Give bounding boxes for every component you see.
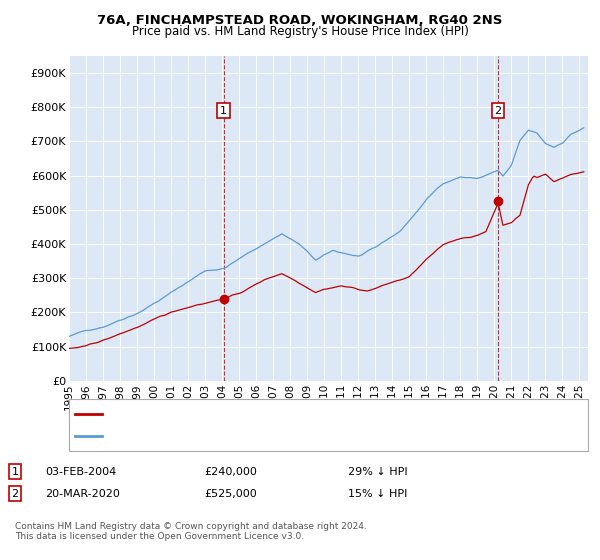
- Text: Price paid vs. HM Land Registry's House Price Index (HPI): Price paid vs. HM Land Registry's House …: [131, 25, 469, 38]
- Text: 20-MAR-2020: 20-MAR-2020: [45, 489, 120, 499]
- Text: 29% ↓ HPI: 29% ↓ HPI: [348, 466, 407, 477]
- Text: £525,000: £525,000: [204, 489, 257, 499]
- Text: HPI: Average price, detached house, Wokingham: HPI: Average price, detached house, Woki…: [108, 431, 351, 441]
- Text: £240,000: £240,000: [204, 466, 257, 477]
- Text: 03-FEB-2004: 03-FEB-2004: [45, 466, 116, 477]
- Text: 1: 1: [220, 106, 227, 116]
- Text: 1: 1: [11, 466, 19, 477]
- Text: 2: 2: [494, 106, 502, 116]
- Text: 15% ↓ HPI: 15% ↓ HPI: [348, 489, 407, 499]
- Text: Contains HM Land Registry data © Crown copyright and database right 2024.
This d: Contains HM Land Registry data © Crown c…: [15, 522, 367, 542]
- Text: 2: 2: [11, 489, 19, 499]
- Text: 76A, FINCHAMPSTEAD ROAD, WOKINGHAM, RG40 2NS: 76A, FINCHAMPSTEAD ROAD, WOKINGHAM, RG40…: [97, 14, 503, 27]
- Text: 76A, FINCHAMPSTEAD ROAD, WOKINGHAM, RG40 2NS (detached house): 76A, FINCHAMPSTEAD ROAD, WOKINGHAM, RG40…: [108, 409, 470, 419]
